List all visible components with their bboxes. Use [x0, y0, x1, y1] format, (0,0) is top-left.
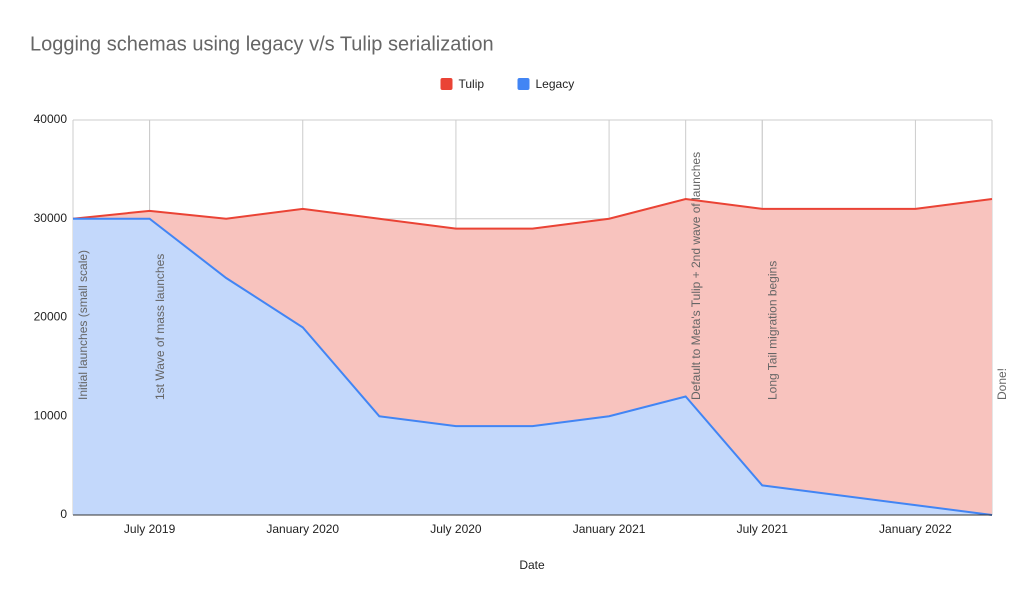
area [73, 218, 992, 515]
annotation-text: Default to Meta's Tulip + 2nd wave of la… [689, 152, 703, 400]
x-tick-label: January 2020 [266, 522, 339, 536]
y-tick-label: 40000 [34, 112, 68, 126]
legend-label: Legacy [536, 77, 575, 91]
annotation-text: Initial launches (small scale) [76, 250, 90, 400]
chart-title: Logging schemas using legacy v/s Tulip s… [30, 33, 494, 55]
annotation-text: 1st Wave of mass launches [153, 254, 167, 400]
x-tick-label: January 2021 [573, 522, 646, 536]
legend-swatch [517, 78, 530, 90]
y-tick-label: 0 [60, 507, 67, 521]
annotation-text: Long Tail migration begins [765, 261, 779, 400]
legend-swatch [440, 78, 453, 90]
x-tick-label: July 2021 [737, 522, 789, 536]
x-tick-label: July 2019 [124, 522, 176, 536]
x-tick-label: January 2022 [879, 522, 952, 536]
line [73, 217, 993, 516]
legend-label: Tulip [459, 77, 485, 91]
annotation-text: Done! [995, 368, 1009, 400]
line [72, 197, 993, 230]
x-axis-label: Date [519, 558, 545, 572]
y-tick-label: 20000 [34, 310, 68, 324]
x-tick-label: July 2020 [430, 522, 482, 536]
y-tick-label: 30000 [34, 211, 68, 225]
y-tick-label: 10000 [34, 408, 68, 422]
